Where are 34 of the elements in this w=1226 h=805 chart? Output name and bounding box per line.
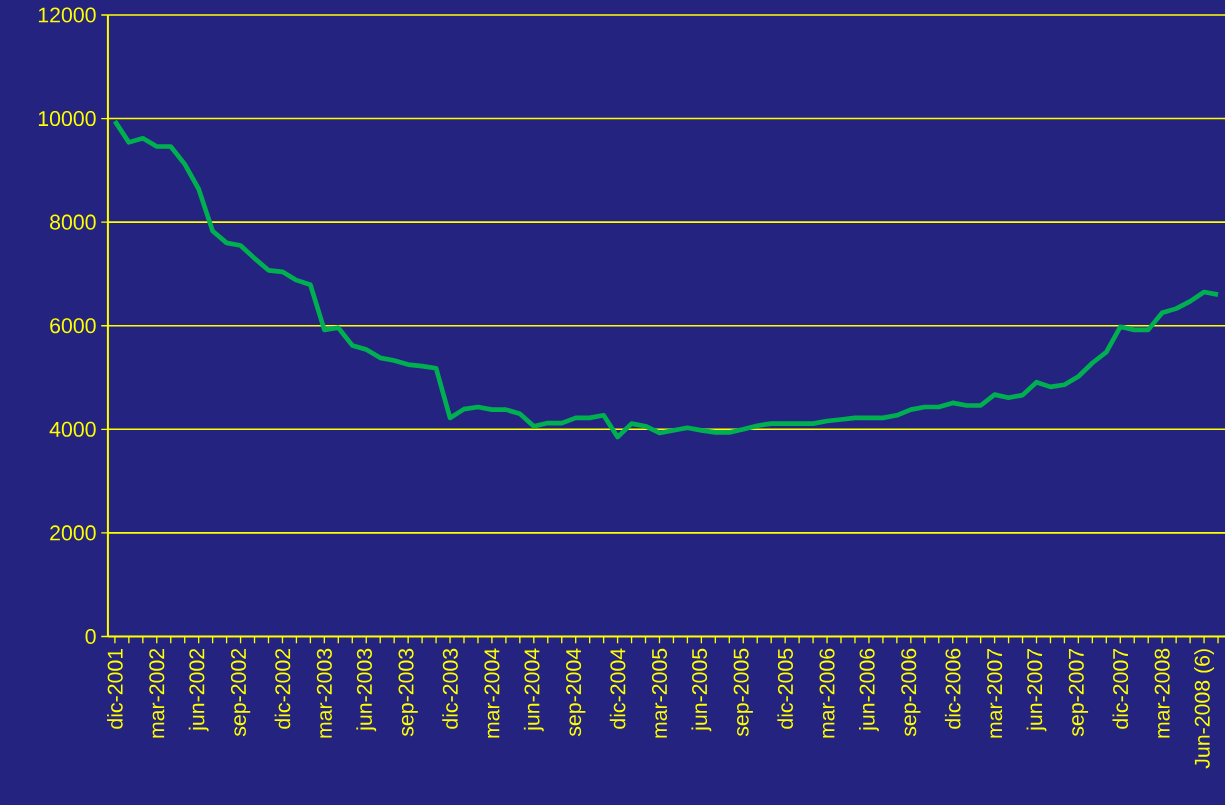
y-tick-label: 4000 [49, 421, 96, 437]
x-tick-label: jun-2007 [1026, 648, 1047, 732]
y-tick-label: 10000 [38, 110, 96, 126]
x-tick-label: dic-2005 [777, 648, 793, 729]
x-tick-label: sep-2006 [901, 648, 921, 736]
y-tick-label: 8000 [50, 214, 96, 230]
y-tick-label: 12000 [38, 7, 96, 23]
x-tick-label: dic-2003 [442, 648, 458, 729]
x-tick-label: mar-2006 [819, 648, 835, 738]
x-tick-label: dic-2007 [1112, 648, 1129, 729]
y-tick-label: 2000 [50, 525, 96, 541]
x-tick-label: dic-2004 [609, 648, 626, 729]
x-tick-label: mar-2008 [1154, 648, 1170, 738]
x-tick-label: Jun-2008 (6) [1194, 649, 1214, 769]
x-tick-label: sep-2002 [230, 648, 251, 736]
x-tick-label: jun-2006 [859, 648, 879, 732]
x-tick-label: mar-2003 [316, 648, 332, 738]
y-tick-label: 6000 [50, 318, 96, 334]
x-tick-label: mar-2007 [987, 648, 1003, 738]
x-tick-label: dic-2002 [274, 648, 291, 729]
x-tick-label: sep-2004 [566, 648, 586, 736]
x-tick-label: dic-2001 [107, 648, 123, 729]
x-tick-label: jun-2004 [523, 648, 544, 732]
x-tick-label: sep-2003 [398, 648, 418, 736]
x-tick-label: mar-2002 [149, 648, 165, 738]
x-tick-label: mar-2005 [651, 648, 668, 738]
x-tick-label: dic-2006 [944, 648, 961, 729]
x-tick-label: jun-2003 [356, 648, 377, 732]
x-tick-label: sep-2005 [733, 648, 753, 736]
x-tick-label: mar-2004 [484, 648, 500, 738]
x-tick-label: sep-2007 [1068, 648, 1089, 736]
x-tick-label: jun-2002 [188, 648, 209, 732]
y-tick-label: 0 [85, 628, 96, 644]
x-tick-label: jun-2005 [691, 648, 712, 732]
